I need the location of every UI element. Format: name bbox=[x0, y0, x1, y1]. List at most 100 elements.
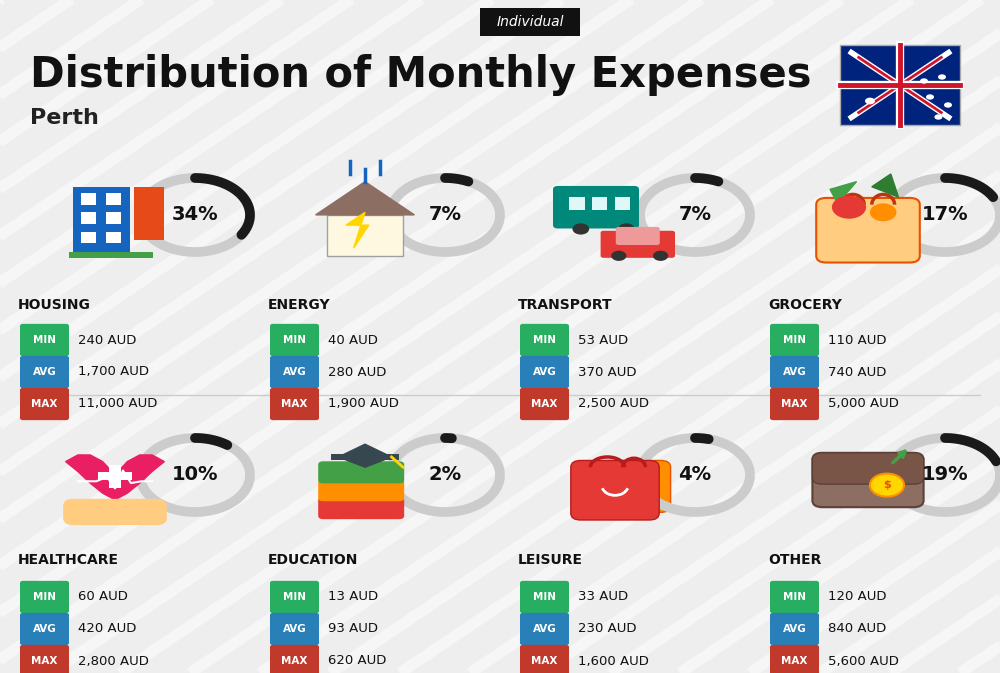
Text: 7%: 7% bbox=[678, 205, 712, 225]
FancyBboxPatch shape bbox=[134, 186, 164, 240]
Text: AVG: AVG bbox=[783, 367, 806, 377]
Text: 230 AUD: 230 AUD bbox=[578, 623, 637, 635]
FancyBboxPatch shape bbox=[318, 479, 404, 501]
FancyBboxPatch shape bbox=[520, 324, 569, 356]
Text: AVG: AVG bbox=[283, 624, 306, 634]
Text: ENERGY: ENERGY bbox=[268, 298, 331, 312]
Circle shape bbox=[944, 102, 952, 108]
Circle shape bbox=[938, 74, 946, 79]
Text: MIN: MIN bbox=[533, 592, 556, 602]
FancyBboxPatch shape bbox=[770, 581, 819, 613]
Polygon shape bbox=[346, 212, 369, 248]
Text: 1,700 AUD: 1,700 AUD bbox=[78, 365, 149, 378]
FancyBboxPatch shape bbox=[812, 453, 924, 507]
FancyBboxPatch shape bbox=[318, 461, 404, 483]
FancyBboxPatch shape bbox=[520, 388, 569, 420]
FancyBboxPatch shape bbox=[770, 613, 819, 645]
FancyBboxPatch shape bbox=[270, 645, 319, 673]
Text: 2%: 2% bbox=[428, 466, 462, 485]
Text: 10%: 10% bbox=[172, 466, 218, 485]
Circle shape bbox=[920, 78, 928, 83]
Text: MAX: MAX bbox=[531, 399, 558, 409]
FancyBboxPatch shape bbox=[770, 388, 819, 420]
FancyBboxPatch shape bbox=[20, 356, 69, 388]
Text: MAX: MAX bbox=[281, 656, 308, 666]
FancyBboxPatch shape bbox=[520, 356, 569, 388]
Text: 19%: 19% bbox=[922, 466, 968, 485]
Text: MAX: MAX bbox=[31, 656, 58, 666]
Text: 13 AUD: 13 AUD bbox=[328, 590, 378, 604]
FancyBboxPatch shape bbox=[270, 613, 319, 645]
FancyBboxPatch shape bbox=[327, 215, 403, 256]
Polygon shape bbox=[338, 444, 392, 467]
FancyBboxPatch shape bbox=[480, 8, 580, 36]
Text: MIN: MIN bbox=[783, 335, 806, 345]
Text: $: $ bbox=[883, 480, 891, 490]
Text: LEISURE: LEISURE bbox=[518, 553, 583, 567]
FancyBboxPatch shape bbox=[770, 356, 819, 388]
FancyBboxPatch shape bbox=[616, 227, 660, 245]
Text: MIN: MIN bbox=[33, 592, 56, 602]
Circle shape bbox=[653, 250, 668, 261]
Text: AVG: AVG bbox=[533, 624, 556, 634]
FancyBboxPatch shape bbox=[615, 197, 630, 210]
Text: 60 AUD: 60 AUD bbox=[78, 590, 128, 604]
Polygon shape bbox=[830, 182, 857, 203]
Text: AVG: AVG bbox=[783, 624, 806, 634]
Polygon shape bbox=[316, 182, 414, 215]
FancyBboxPatch shape bbox=[20, 388, 69, 420]
Text: 40 AUD: 40 AUD bbox=[328, 334, 378, 347]
Text: 34%: 34% bbox=[172, 205, 218, 225]
FancyBboxPatch shape bbox=[816, 198, 920, 262]
Text: Distribution of Monthly Expenses: Distribution of Monthly Expenses bbox=[30, 54, 812, 96]
FancyBboxPatch shape bbox=[520, 581, 569, 613]
FancyBboxPatch shape bbox=[270, 581, 319, 613]
FancyBboxPatch shape bbox=[770, 324, 819, 356]
FancyBboxPatch shape bbox=[597, 460, 671, 512]
Text: AVG: AVG bbox=[533, 367, 556, 377]
FancyBboxPatch shape bbox=[812, 453, 924, 484]
Text: 5,600 AUD: 5,600 AUD bbox=[828, 655, 899, 668]
FancyBboxPatch shape bbox=[63, 499, 167, 525]
Text: MIN: MIN bbox=[283, 335, 306, 345]
Text: MIN: MIN bbox=[783, 592, 806, 602]
Text: 33 AUD: 33 AUD bbox=[578, 590, 628, 604]
FancyBboxPatch shape bbox=[20, 613, 69, 645]
FancyBboxPatch shape bbox=[270, 388, 319, 420]
FancyBboxPatch shape bbox=[571, 460, 659, 520]
Circle shape bbox=[870, 203, 896, 221]
Polygon shape bbox=[872, 174, 898, 197]
Text: 2,500 AUD: 2,500 AUD bbox=[578, 398, 649, 411]
FancyBboxPatch shape bbox=[270, 324, 319, 356]
FancyBboxPatch shape bbox=[840, 45, 960, 125]
Text: MAX: MAX bbox=[781, 656, 808, 666]
FancyBboxPatch shape bbox=[20, 581, 69, 613]
Text: Perth: Perth bbox=[30, 108, 99, 128]
Text: 17%: 17% bbox=[922, 205, 968, 225]
FancyBboxPatch shape bbox=[98, 472, 132, 480]
Circle shape bbox=[870, 474, 904, 497]
FancyBboxPatch shape bbox=[601, 231, 675, 258]
Circle shape bbox=[926, 94, 934, 100]
FancyBboxPatch shape bbox=[81, 232, 96, 243]
FancyBboxPatch shape bbox=[106, 193, 121, 205]
Text: GROCERY: GROCERY bbox=[768, 298, 842, 312]
Circle shape bbox=[572, 223, 589, 235]
Text: 370 AUD: 370 AUD bbox=[578, 365, 637, 378]
Text: MAX: MAX bbox=[781, 399, 808, 409]
Text: 240 AUD: 240 AUD bbox=[78, 334, 136, 347]
Text: MAX: MAX bbox=[531, 656, 558, 666]
Circle shape bbox=[618, 223, 635, 235]
FancyBboxPatch shape bbox=[109, 464, 121, 488]
FancyBboxPatch shape bbox=[106, 232, 121, 243]
Text: 420 AUD: 420 AUD bbox=[78, 623, 136, 635]
Text: MAX: MAX bbox=[281, 399, 308, 409]
Circle shape bbox=[934, 114, 942, 120]
Text: 2,800 AUD: 2,800 AUD bbox=[78, 655, 149, 668]
Text: 4%: 4% bbox=[678, 466, 712, 485]
Polygon shape bbox=[66, 455, 164, 500]
Text: 620 AUD: 620 AUD bbox=[328, 655, 386, 668]
FancyBboxPatch shape bbox=[106, 212, 121, 224]
FancyBboxPatch shape bbox=[73, 186, 130, 253]
FancyBboxPatch shape bbox=[520, 613, 569, 645]
